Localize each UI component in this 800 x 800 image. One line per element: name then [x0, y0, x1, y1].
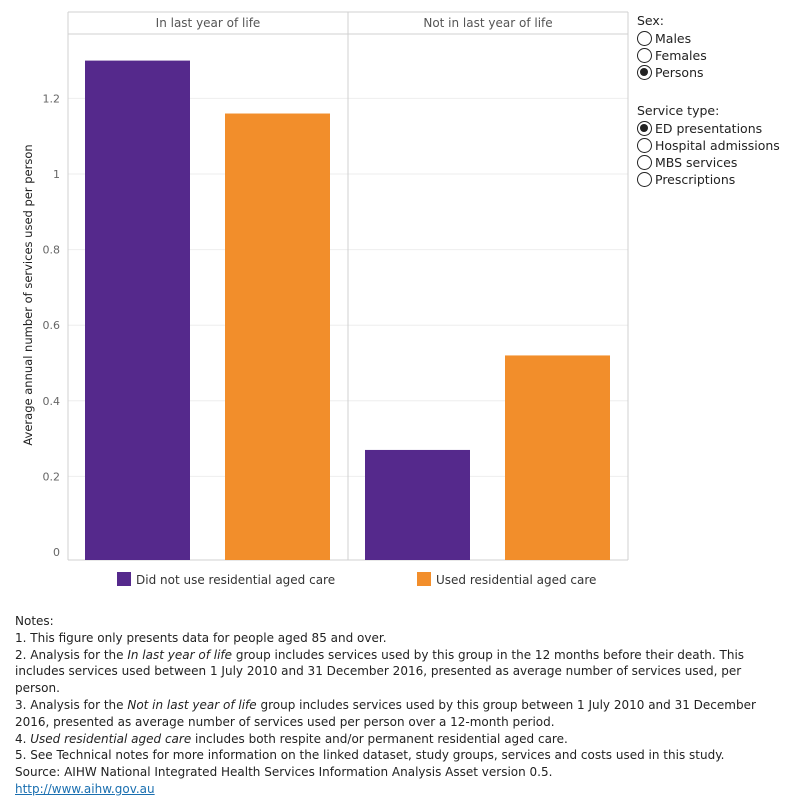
legend-label: Used residential aged care: [436, 573, 596, 587]
legend: Did not use residential aged care Used re…: [117, 572, 596, 587]
legend-swatch: [417, 572, 431, 586]
source-text: Source: AIHW National Integrated Health …: [15, 765, 553, 780]
radio-label: MBS services: [655, 155, 738, 170]
legend-swatch: [117, 572, 131, 586]
sex-option-persons[interactable]: Persons: [637, 64, 797, 81]
panels: In last year of life Not in last year of …: [67, 11, 629, 561]
sex-option-females[interactable]: Females: [637, 47, 797, 64]
service-type-filter: ED presentations Hospital admissions MBS s…: [637, 120, 797, 188]
note-3: 3. Analysis for the Not in last year of …: [15, 697, 756, 729]
bar: [85, 60, 190, 560]
radio-label: Prescriptions: [655, 172, 736, 187]
sex-filter-title: Sex:: [637, 13, 665, 28]
bar: [225, 113, 330, 561]
sex-option-males[interactable]: Males: [637, 30, 797, 47]
notes-heading: Notes:: [15, 614, 54, 628]
service-type-option-ed-presentations[interactable]: ED presentations: [637, 120, 797, 137]
service-type-option-mbs-services[interactable]: MBS services: [637, 154, 797, 171]
radio-button[interactable]: [637, 31, 652, 46]
radio-button[interactable]: [637, 155, 652, 170]
radio-label: Females: [655, 48, 707, 63]
bar: [505, 355, 610, 560]
sex-filter: Males Females Persons: [637, 30, 797, 81]
radio-button[interactable]: [637, 48, 652, 63]
radio-label: Persons: [655, 65, 704, 80]
y-tick-label: 1.2: [43, 92, 61, 105]
bars: [85, 60, 610, 561]
radio-button[interactable]: [637, 65, 652, 80]
y-tick-label: 0.8: [43, 244, 61, 257]
radio-button[interactable]: [637, 121, 652, 136]
service-type-option-prescriptions[interactable]: Prescriptions: [637, 171, 797, 188]
note-2: 2. Analysis for the In last year of life…: [15, 647, 745, 696]
panel-title: Not in last year of life: [423, 16, 552, 30]
radio-label: Hospital admissions: [655, 138, 780, 153]
note-1: 1. This figure only presents data for pe…: [15, 630, 387, 645]
note-5: 5. See Technical notes for more informat…: [15, 748, 725, 763]
service-type-option-hospital-admissions[interactable]: Hospital admissions: [637, 137, 797, 154]
service-type-filter-title: Service type:: [637, 103, 720, 118]
radio-button[interactable]: [637, 138, 652, 153]
y-tick-label: 0.2: [43, 470, 61, 483]
y-tick-label: 0: [53, 546, 60, 559]
bar: [365, 449, 470, 560]
filter-controls: Sex: Males Females Persons Service type: E…: [637, 13, 797, 188]
y-tick-label: 0.4: [43, 395, 61, 408]
aihw-link[interactable]: http://www.aihw.gov.au: [15, 781, 155, 796]
chart: In last year of life Not in last year of …: [21, 11, 629, 587]
y-axis-title: Average annual number of services used p…: [21, 144, 35, 445]
radio-label: Males: [655, 31, 692, 46]
legend-label: Did not use residential aged care: [136, 573, 335, 587]
panel-title: In last year of life: [156, 16, 261, 30]
y-ticks: 0 0.2 0.4 0.6 0.8 1 1.2: [43, 92, 61, 559]
radio-button[interactable]: [637, 172, 652, 187]
y-tick-label: 0.6: [43, 319, 61, 332]
y-tick-label: 1: [53, 168, 60, 181]
radio-label: ED presentations: [655, 121, 763, 136]
notes: Notes: 1. This figure only presents data…: [15, 613, 785, 798]
note-4: 4. Used residential aged care includes b…: [15, 731, 568, 746]
